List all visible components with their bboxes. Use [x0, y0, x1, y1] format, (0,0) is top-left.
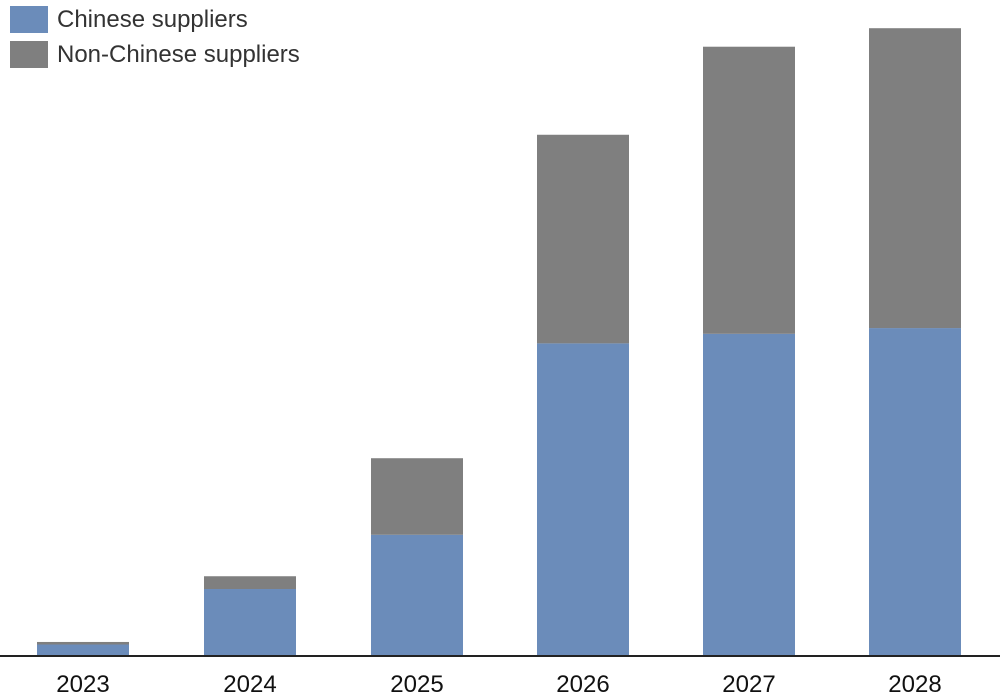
x-tick-label: 2028 [888, 671, 941, 692]
bar-chinese-2028 [869, 328, 961, 656]
bars [37, 28, 961, 656]
x-tick-label: 2027 [722, 671, 775, 692]
legend-swatch-non-chinese [10, 41, 48, 68]
x-tick-labels: 2023 2024 2025 2026 2027 2028 [56, 671, 941, 692]
legend: Chinese suppliers Non-Chinese suppliers [10, 6, 300, 68]
bar-non-chinese-2027 [703, 46, 795, 334]
bar-chinese-2024 [204, 589, 296, 656]
bar-chinese-2027 [703, 333, 795, 656]
bar-non-chinese-2026 [537, 134, 629, 344]
legend-label-non-chinese: Non-Chinese suppliers [57, 41, 300, 68]
bar-non-chinese-2025 [371, 458, 463, 535]
bar-non-chinese-2028 [869, 28, 961, 329]
x-tick-label: 2023 [56, 671, 109, 692]
bar-chinese-2023 [37, 644, 129, 656]
bar-chinese-2026 [537, 343, 629, 656]
bar-non-chinese-2023 [37, 641, 129, 645]
x-tick-label: 2024 [223, 671, 276, 692]
legend-label-chinese: Chinese suppliers [57, 6, 248, 33]
x-tick-label: 2025 [390, 671, 443, 692]
bar-chinese-2025 [371, 534, 463, 656]
bar-non-chinese-2024 [204, 576, 296, 590]
x-tick-label: 2026 [556, 671, 609, 692]
legend-swatch-chinese [10, 6, 48, 33]
